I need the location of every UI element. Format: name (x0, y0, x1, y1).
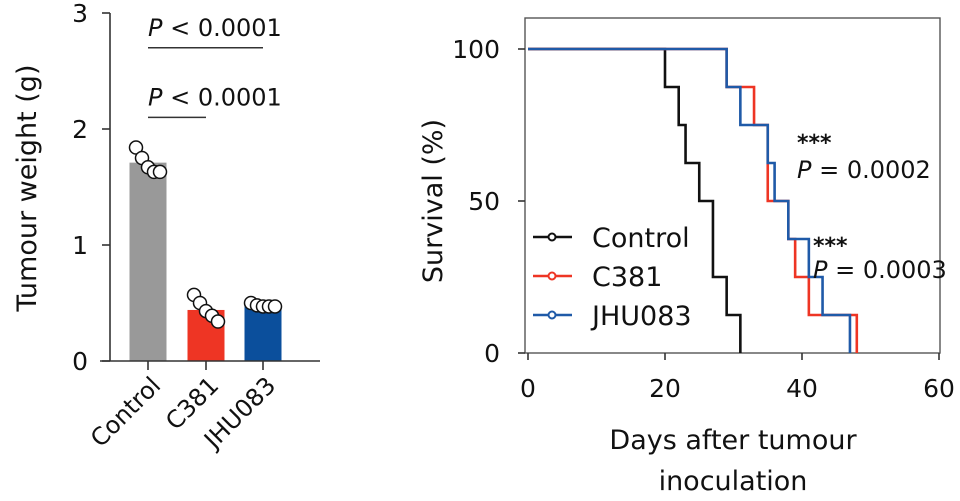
p-value-label: P < 0.0001 (148, 83, 282, 111)
bar-control (129, 162, 167, 361)
x-tick-label: 20 (649, 374, 681, 403)
legend-label: C381 (592, 262, 662, 293)
p-value-text: = 0.0002 (811, 156, 930, 184)
bar-chart-y-ticks: 0 1 2 3 (72, 0, 110, 376)
survival-y-axis-label: Survival (%) (418, 119, 449, 283)
data-point (267, 299, 283, 314)
survival-plot-frame (524, 17, 941, 354)
y-tick-label: 0 (484, 339, 500, 368)
p-value-annotations: ***P = 0.0002***P = 0.0003 (797, 131, 947, 284)
y-tick-label: 1 (72, 231, 88, 260)
x-tick-label: 40 (786, 374, 818, 403)
legend: Control C381 JHU083 (533, 223, 692, 332)
data-point (210, 314, 226, 329)
p-symbol: P (797, 156, 812, 184)
y-tick-label: 50 (468, 187, 500, 216)
significance-stars: *** (813, 234, 848, 259)
legend-marker (547, 232, 557, 242)
x-tick-label: 60 (923, 374, 955, 403)
p-value-text: = 0.0003 (827, 256, 946, 284)
legend-marker (547, 271, 557, 281)
data-point (152, 164, 168, 180)
y-tick-label: 2 (72, 115, 88, 144)
legend-label: Control (592, 223, 690, 254)
survival-curves (528, 47, 859, 353)
y-tick-label: 0 (72, 347, 88, 376)
p-symbol: P (813, 256, 828, 284)
survival-x-axis-label-line-2: inoculation (659, 466, 808, 497)
y-tick-label: 100 (452, 35, 500, 64)
bar-chart-y-axis-label: Tumour weight (g) (12, 65, 43, 313)
p-symbol: P (148, 14, 163, 42)
significance-stars: *** (797, 131, 832, 156)
legend-item-control: Control (533, 223, 690, 254)
p-value-text: < 0.0001 (162, 14, 281, 42)
y-tick-label: 3 (72, 0, 88, 28)
survival-chart: Survival (%) 0 50 100 0 20 40 60 Control C381 J… (418, 17, 955, 497)
legend-marker (547, 310, 557, 320)
x-tick-label-control: Control (85, 371, 166, 452)
survival-curve-control (528, 47, 742, 353)
survival-curve-jhu083 (528, 47, 852, 353)
bar-jhu083 (244, 305, 282, 361)
p-value-label: P = 0.0002 (797, 156, 931, 184)
p-value-label: P < 0.0001 (148, 14, 282, 42)
p-value-label: P = 0.0003 (813, 256, 947, 284)
bars (129, 162, 282, 361)
p-value-text: < 0.0001 (162, 83, 281, 111)
legend-label: JHU083 (590, 301, 692, 332)
survival-y-ticks: 0 50 100 (452, 35, 525, 368)
survival-x-axis-label-line-1: Days after tumour (609, 425, 857, 456)
survival-curve-c381 (528, 47, 859, 353)
p-symbol: P (148, 83, 163, 111)
legend-item-c381: C381 (533, 262, 662, 293)
legend-item-jhu083: JHU083 (533, 301, 692, 332)
bar-data-points (128, 140, 283, 329)
x-tick-label: 0 (520, 374, 536, 403)
survival-x-ticks: 0 20 40 60 (520, 353, 955, 403)
